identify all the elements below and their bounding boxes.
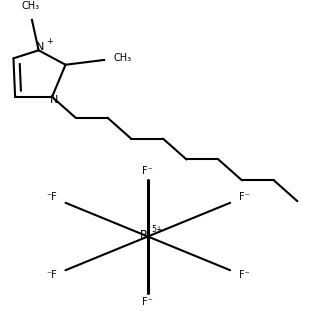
Text: N: N [50, 95, 58, 105]
Text: N: N [36, 42, 44, 52]
Text: F⁻: F⁻ [142, 166, 153, 176]
Text: F⁻: F⁻ [142, 297, 153, 307]
Text: ⁻F: ⁻F [46, 270, 57, 280]
Text: +: + [46, 37, 53, 46]
Text: F⁻: F⁻ [239, 270, 249, 280]
Text: 5+: 5+ [151, 225, 162, 234]
Text: ⁻F: ⁻F [46, 192, 57, 202]
Text: CH₃: CH₃ [114, 53, 132, 63]
Text: P: P [140, 229, 147, 242]
Text: CH₃: CH₃ [21, 1, 39, 11]
Text: F⁻: F⁻ [239, 192, 249, 202]
